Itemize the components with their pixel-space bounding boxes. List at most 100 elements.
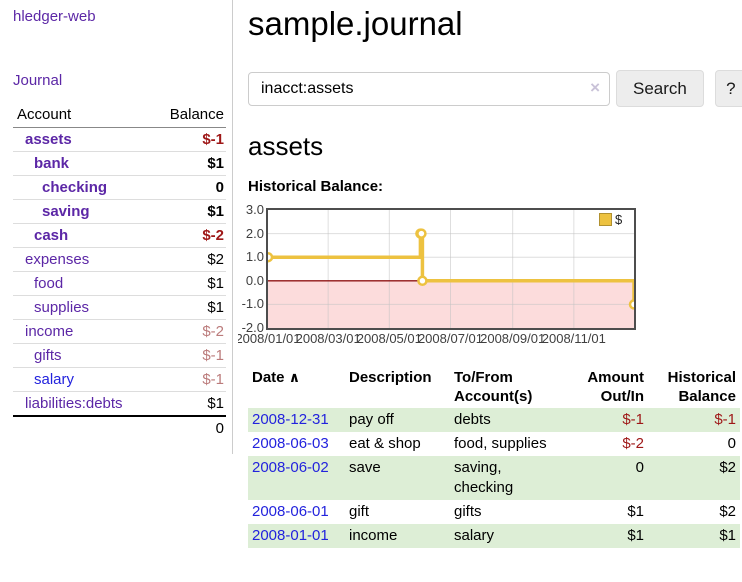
y-tick-label: 3.0 [245,202,264,217]
transaction-amount: $1 [627,527,644,544]
transaction-accounts: gifts [454,503,482,520]
y-tick-label: -2.0 [241,320,264,335]
transaction-accounts: food, supplies [454,435,547,452]
legend-swatch-icon [599,213,612,226]
transaction-balance: $2 [719,503,736,520]
transaction-row[interactable]: 2008-06-02 save saving, checking 0 $2 [248,456,740,500]
register-header-row: Date ∧ Description To/From Account(s) Am… [248,366,740,408]
chart-legend: $ [599,212,622,227]
transaction-date-link[interactable]: 2008-06-01 [252,503,329,520]
transaction-date-link[interactable]: 2008-12-31 [252,411,329,428]
sidebar: hledger-web Journal Account Balance asse… [0,0,233,454]
account-link-assets[interactable]: assets [25,131,72,148]
accounts-total-row: 0 [13,415,226,440]
transaction-accounts: salary [454,527,495,544]
transaction-row[interactable]: 2008-06-03 eat & shop food, supplies $-2… [248,432,740,456]
register-header-date[interactable]: Date ∧ [252,369,301,386]
account-link-food[interactable]: food [34,275,64,292]
account-row: saving $1 [13,199,226,224]
balance-chart-svg [268,210,634,328]
x-tick-label: 2008/05/01 [356,331,422,346]
transaction-date-link[interactable]: 2008-01-01 [252,527,329,544]
main-content: sample.journal × Search ? assets Histori… [233,0,742,548]
register-header-balance: Historical Balance [667,369,736,405]
search-form: × Search ? [248,70,742,107]
account-row: gifts $-1 [13,343,226,368]
transaction-date-link[interactable]: 2008-06-03 [252,435,329,452]
account-row: income $-2 [13,319,226,344]
sort-ascending-icon: ∧ [288,369,301,385]
account-balance: $-2 [151,223,226,248]
section-title: assets [248,131,324,161]
transaction-accounts: debts [454,411,491,428]
app-title-link[interactable]: hledger-web [13,8,96,25]
transaction-balance: $1 [719,527,736,544]
register-header-description: Description [349,369,432,386]
y-tick-label: 1.0 [245,249,264,265]
accounts-table: Account Balance assets $-1 bank $1 check… [13,103,226,440]
account-link-bank[interactable]: bank [34,155,70,172]
account-balance: $2 [151,247,226,272]
account-link-saving[interactable]: saving [42,203,90,220]
account-link-expenses[interactable]: expenses [25,251,90,268]
search-button[interactable]: Search [616,70,704,107]
account-balance: $1 [151,151,226,176]
accounts-header-account: Account [13,103,152,128]
register-header-accounts: To/From Account(s) [454,369,533,405]
app-layout: hledger-web Journal Account Balance asse… [0,0,742,548]
sidebar-item-journal[interactable]: Journal [13,72,63,89]
account-row: bank $1 [13,151,226,176]
account-balance: $1 [151,271,226,296]
accounts-total-value: 0 [151,415,226,440]
transaction-balance: $-1 [714,411,736,428]
x-tick-label: 2008/09/01 [480,331,546,346]
account-link-supplies[interactable]: supplies [34,299,90,316]
account-balance: $-1 [151,343,226,368]
account-balance: $1 [151,199,226,224]
transaction-amount: $-1 [622,411,644,428]
accounts-header-balance: Balance [151,103,226,128]
account-balance: $-2 [151,319,226,344]
x-tick-label: 2008/01/01 [238,331,301,346]
historical-balance-chart: 3.0 2.0 1.0 0.0 -1.0 -2.0 2008/01/01 2008/03/0… [238,199,724,349]
account-row: cash $-2 [13,223,226,248]
transaction-date-link[interactable]: 2008-06-02 [252,459,329,476]
transaction-row[interactable]: 2008-06-01 gift gifts $1 $2 [248,500,740,524]
account-link-gifts[interactable]: gifts [34,347,62,364]
account-link-cash[interactable]: cash [34,227,69,244]
account-row: expenses $2 [13,247,226,272]
account-link-income[interactable]: income [25,323,74,340]
account-row: liabilities:debts $1 [13,391,226,416]
transaction-balance: $2 [719,459,736,476]
search-input[interactable] [248,71,610,106]
account-row: salary $-1 [13,367,226,392]
account-balance: $-1 [151,367,226,392]
account-row: food $1 [13,271,226,296]
account-link-checking[interactable]: checking [42,179,108,196]
y-tick-label: -1.0 [241,296,264,312]
x-tick-label: 2008/11/01 [541,331,606,346]
transaction-description: save [349,459,381,476]
transaction-amount: $-2 [622,435,644,452]
transaction-description: pay off [349,411,394,428]
y-tick-label: 0.0 [245,272,264,288]
help-button[interactable]: ? [714,70,742,107]
transaction-accounts: saving, checking [454,459,514,496]
x-tick-label: 2008/03/01 [295,331,361,346]
transaction-amount: 0 [635,459,644,476]
account-balance: $-1 [202,131,224,148]
transaction-row[interactable]: 2008-01-01 income salary $1 $1 [248,524,740,548]
register-table: Date ∧ Description To/From Account(s) Am… [248,366,740,548]
register-header-amount: Amount Out/In [587,369,644,405]
transaction-description: eat & shop [349,435,421,452]
account-row: supplies $1 [13,295,226,320]
account-link-salary[interactable]: salary [34,371,75,388]
transaction-balance: 0 [727,435,736,452]
account-balance: $1 [151,295,226,320]
clear-search-icon[interactable]: × [590,77,600,97]
account-link-liabilities-debts[interactable]: liabilities:debts [25,395,123,412]
y-tick-label: 2.0 [245,225,264,241]
transaction-description: income [349,527,398,544]
transaction-row[interactable]: 2008-12-31 pay off debts $-1 $-1 [248,408,740,432]
account-row: assets $-1 [13,128,226,152]
